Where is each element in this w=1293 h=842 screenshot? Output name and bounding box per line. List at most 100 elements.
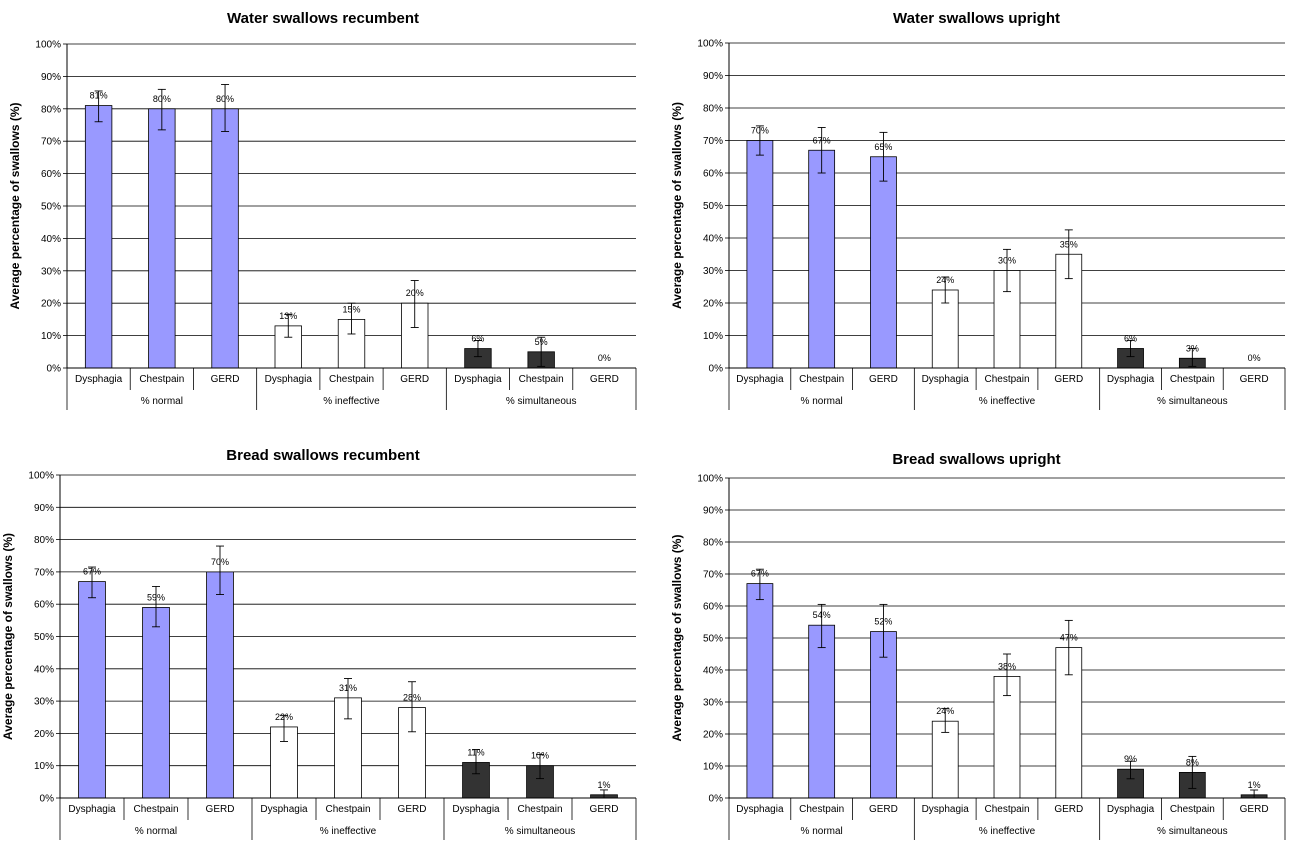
data-label: 3% [1186,343,1199,353]
x-group-label: % ineffective [323,396,380,407]
data-label: 8% [1186,757,1199,767]
data-label: 22% [275,712,293,722]
x-category-label: Chestpain [517,804,562,815]
data-label: 13% [279,311,297,321]
y-tick-label: 30% [703,266,723,277]
y-tick-label: 10% [34,761,54,772]
y-tick-label: 10% [703,331,723,342]
x-category-label: Chestpain [984,374,1029,385]
data-label: 47% [1060,633,1078,643]
x-category-label: Dysphagia [452,804,500,815]
y-tick-label: 20% [703,299,723,310]
bar [931,720,959,799]
y-tick-label: 20% [703,730,723,741]
x-category-label: Chestpain [325,804,370,815]
x-category-label: GERD [1240,804,1269,815]
y-tick-label: 0% [47,364,62,375]
y-tick-label: 40% [703,666,723,677]
x-group-label: % ineffective [979,396,1036,407]
y-tick-label: 100% [35,40,61,51]
y-tick-label: 10% [703,762,723,773]
x-category-label: Dysphagia [75,374,123,385]
chart-title: Water swallows recumbent [227,10,419,27]
x-category-label: Chestpain [519,374,564,385]
y-tick-label: 50% [703,634,723,645]
y-axis-label: Average percentage of swallows (%) [8,103,22,310]
y-tick-label: 50% [41,202,61,213]
y-tick-label: 20% [34,729,54,740]
x-category-label: GERD [590,804,619,815]
y-tick-label: 50% [34,632,54,643]
data-label: 1% [1248,780,1261,790]
y-tick-label: 60% [34,600,54,611]
x-category-label: Chestpain [1170,374,1215,385]
x-category-label: Chestpain [799,804,844,815]
y-tick-label: 80% [703,538,723,549]
data-label: 80% [153,94,171,104]
data-label: 1% [597,780,610,790]
x-category-label: Chestpain [133,804,178,815]
x-category-label: GERD [1240,374,1269,385]
x-category-label: Dysphagia [736,374,784,385]
data-label: 70% [751,126,769,136]
y-tick-label: 70% [34,567,54,578]
x-category-label: Chestpain [799,374,844,385]
y-tick-label: 100% [697,474,723,485]
bar [206,571,234,799]
data-label: 81% [90,91,108,101]
x-category-label: GERD [206,804,235,815]
y-tick-label: 60% [41,169,61,180]
data-label: 70% [211,557,229,567]
x-group-label: % normal [141,396,183,407]
bar [142,607,170,799]
x-category-label: Chestpain [329,374,374,385]
y-axis-label: Average percentage of swallows (%) [670,535,684,742]
x-group-label: % normal [135,826,177,837]
bar [78,581,106,799]
data-label: 28% [403,693,421,703]
data-label: 67% [83,567,101,577]
data-label: 5% [535,337,548,347]
y-tick-label: 90% [703,71,723,82]
y-axis-label: Average percentage of swallows (%) [670,102,684,309]
data-label: 0% [1248,353,1261,363]
y-tick-label: 90% [703,506,723,517]
chart-svg-water-upright: 0% 10% 20% 30% 40% 50% 60% 70% 80% 90% 100% Average… [670,39,1286,410]
y-tick-label: 40% [703,234,723,245]
y-tick-label: 70% [703,136,723,147]
chart-svg-bread-recumbent: 0% 10% 20% 30% 40% 50% 60% 70% 80% 90% 100% Average… [1,471,637,840]
y-tick-label: 70% [41,137,61,148]
data-label: 54% [813,610,831,620]
x-group-label: % normal [801,826,843,837]
data-label: 6% [1124,334,1137,344]
data-label: 38% [998,661,1016,671]
data-label: 52% [874,617,892,627]
bar [84,105,113,369]
x-category-label: Dysphagia [736,804,784,815]
y-tick-label: 0% [709,794,724,805]
x-category-label: Dysphagia [1107,804,1155,815]
y-tick-label: 100% [28,471,54,482]
data-label: 10% [531,751,549,761]
bar [808,624,836,799]
x-category-label: GERD [400,374,429,385]
y-tick-label: 70% [703,570,723,581]
x-category-label: Dysphagia [454,374,502,385]
y-tick-label: 0% [709,364,724,375]
chart-svg-water-recumbent: 0% 10% 20% 30% 40% 50% 60% 70% 80% 90% 100% Average… [8,40,637,410]
x-category-label: GERD [398,804,427,815]
chart-title: Bread swallows upright [892,451,1061,468]
x-group-label: % normal [801,396,843,407]
bar [148,108,176,369]
x-group-label: % simultaneous [506,396,577,407]
data-label: 59% [147,592,165,602]
y-tick-label: 90% [34,503,54,514]
y-tick-label: 80% [703,104,723,115]
x-category-label: Dysphagia [68,804,116,815]
x-group-label: % simultaneous [505,826,576,837]
data-label: 35% [1060,239,1078,249]
data-label: 24% [936,275,954,285]
y-tick-label: 80% [34,535,54,546]
x-group-label: % simultaneous [1157,826,1228,837]
y-tick-label: 40% [41,234,61,245]
